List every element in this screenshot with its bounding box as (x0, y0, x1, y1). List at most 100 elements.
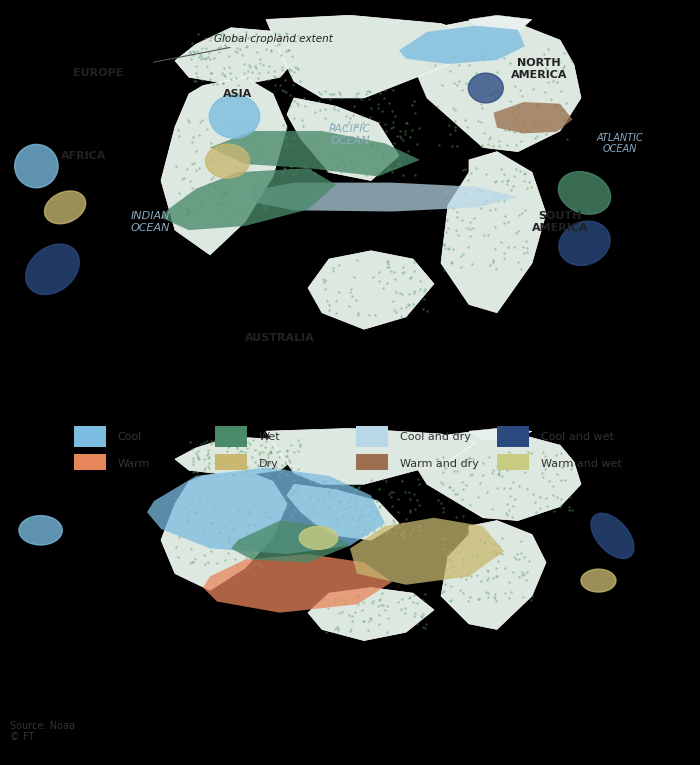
Point (206, 516, 217, 529)
Point (317, 273, 328, 285)
Point (333, 607, 344, 620)
Point (319, 85, 330, 97)
Point (246, 157, 258, 169)
Point (228, 469, 239, 481)
Point (561, 455, 572, 467)
Point (526, 70, 537, 82)
Point (400, 486, 411, 498)
Point (344, 501, 355, 513)
Point (275, 464, 286, 476)
Point (223, 546, 234, 558)
Point (456, 214, 468, 226)
Point (491, 547, 502, 559)
Point (232, 31, 243, 43)
Point (478, 536, 489, 548)
Point (463, 595, 474, 607)
Point (193, 161, 204, 174)
Ellipse shape (559, 221, 610, 265)
Point (293, 483, 304, 496)
Point (448, 464, 459, 477)
Point (376, 105, 387, 117)
Point (204, 178, 215, 190)
Point (248, 166, 259, 178)
Point (551, 100, 562, 112)
Point (417, 594, 428, 606)
Point (258, 59, 269, 71)
Point (411, 138, 422, 150)
Point (234, 436, 246, 448)
Point (284, 90, 295, 102)
Point (239, 446, 251, 458)
Point (357, 116, 368, 129)
Point (206, 67, 217, 79)
Point (457, 509, 468, 522)
Ellipse shape (300, 526, 337, 549)
Point (476, 575, 487, 587)
Point (265, 445, 276, 457)
Point (244, 504, 256, 516)
Point (204, 462, 215, 474)
Point (402, 298, 414, 310)
Point (364, 500, 375, 513)
Point (463, 77, 475, 90)
Point (360, 88, 372, 100)
Text: AFRICA: AFRICA (62, 151, 106, 161)
Point (490, 263, 501, 275)
Point (218, 62, 230, 74)
Point (440, 578, 451, 590)
Point (298, 528, 309, 540)
Point (495, 547, 506, 559)
Point (292, 467, 303, 480)
Point (331, 513, 342, 526)
Point (250, 456, 261, 468)
Point (211, 78, 223, 90)
Point (211, 450, 223, 462)
Point (378, 151, 389, 163)
Point (174, 200, 185, 212)
Point (256, 455, 267, 467)
Point (288, 132, 299, 145)
Point (359, 524, 370, 536)
Point (555, 500, 566, 512)
Point (379, 118, 391, 130)
Text: ASIA: ASIA (223, 89, 253, 99)
Point (286, 483, 297, 495)
Point (372, 495, 383, 507)
Point (488, 86, 499, 99)
Point (207, 467, 218, 480)
Point (188, 465, 199, 477)
Point (403, 486, 414, 498)
Point (278, 85, 289, 97)
Point (295, 529, 307, 541)
Point (421, 304, 433, 317)
Point (278, 128, 289, 140)
Point (228, 138, 239, 151)
Point (181, 515, 193, 527)
Point (433, 457, 444, 470)
Point (509, 170, 520, 182)
Point (241, 532, 252, 545)
Point (543, 475, 554, 487)
Point (490, 538, 501, 550)
Point (405, 493, 416, 505)
Point (442, 570, 454, 582)
Point (260, 521, 272, 533)
Point (385, 486, 396, 498)
Point (340, 597, 351, 610)
Point (214, 139, 225, 151)
Point (491, 570, 503, 582)
Point (193, 519, 204, 532)
Point (454, 75, 465, 87)
Point (367, 138, 378, 150)
Point (174, 187, 185, 199)
Point (183, 203, 194, 216)
Point (349, 504, 360, 516)
Point (480, 585, 491, 597)
Point (257, 455, 268, 467)
Point (204, 47, 215, 59)
Point (441, 214, 452, 226)
Point (463, 451, 475, 464)
Point (362, 85, 373, 97)
Point (343, 116, 354, 128)
Point (505, 57, 516, 69)
